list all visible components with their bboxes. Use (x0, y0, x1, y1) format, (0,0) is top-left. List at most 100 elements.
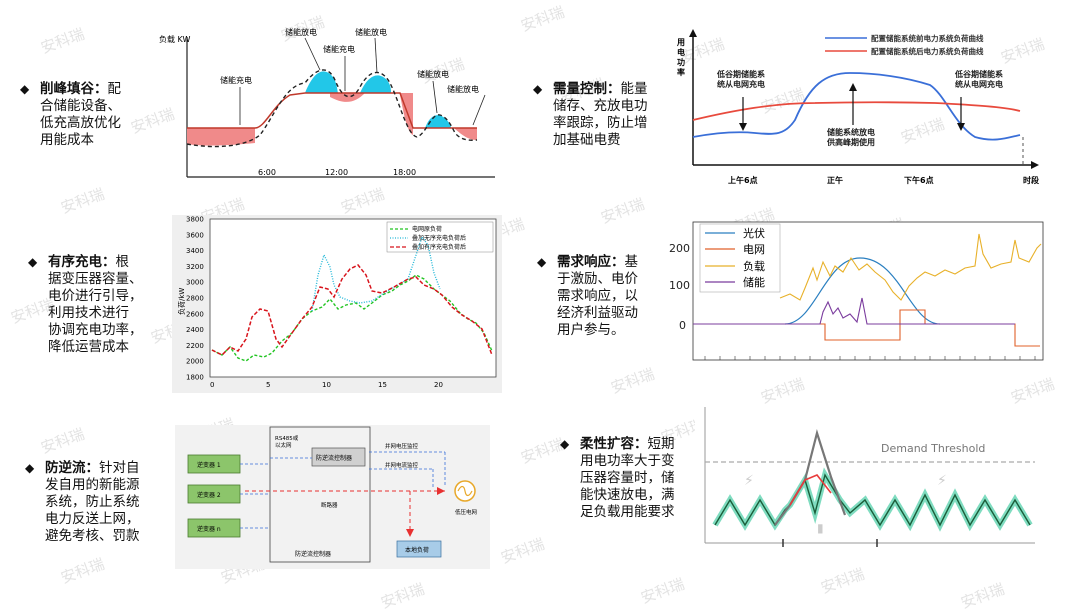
breaker-label: 断路器 (321, 501, 338, 509)
original-load-line (211, 274, 493, 362)
x-tick: 18:00 (393, 168, 416, 177)
legend-load: 负载 (743, 259, 765, 273)
legend-disordered: 叠加无序充电负荷后 (412, 234, 466, 242)
label-charge-2: 储能充电 (323, 44, 355, 54)
x-tick: 20 (434, 381, 443, 389)
y-axis-label: 负载 KW (159, 34, 191, 44)
y-tick: 2000 (186, 358, 204, 366)
item-text: 需求响应：基 于激励、电价 需求响应，以 经济利益驱动 用户参与。 (557, 254, 638, 338)
demand-response-chart: 200 100 0 光伏 电网 负载 储能 (665, 218, 1060, 366)
controller-box (311, 447, 366, 467)
item-text: 有序充电：根 据变压器容量、 电价进行引导， 利用技术进行 协调充电功率， 降低运营成本 (48, 254, 143, 355)
grid-line (693, 309, 1040, 347)
x-tick: 15 (378, 381, 387, 389)
discharge-fill-3 (425, 115, 451, 128)
item-text: 需量控制：能量 储存、充放电功 率跟踪，防止增 加基础电费 (553, 81, 648, 148)
ordered-charging-chart: 1800 2000 2200 2400 2600 2800 3000 3200 3400 3600… (172, 215, 502, 393)
before-line (692, 72, 1021, 141)
y-tick: 3600 (186, 231, 204, 239)
watermark-text: 安科瑞 (58, 554, 107, 588)
inverter-label: 逆变器 1 (197, 461, 221, 469)
x-tick: 上午6点 (728, 175, 758, 185)
current-monitor-label: 并网电流监控 (385, 461, 419, 469)
local-load-label: 本地负荷 (405, 546, 429, 554)
y-tick: 2800 (186, 295, 204, 303)
watermark-text: 安科瑞 (38, 24, 87, 58)
demand-control-chart: 用电功率 配置储能系统前电力系统负荷曲线 配置储能系统后电力系统负荷曲线 低谷期… (675, 25, 1060, 190)
watermark-text: 安科瑞 (58, 184, 107, 218)
legend-after: 配置储能系统后电力系统负荷曲线 (871, 46, 984, 56)
annotation-mid: 储能系统放电供高峰期使用 (826, 127, 875, 147)
after-line (692, 101, 1021, 121)
legend-before: 配置储能系统前电力系统负荷曲线 (871, 33, 984, 43)
watermark-text: 安科瑞 (818, 564, 867, 598)
y-axis-label: 用电功率 (676, 38, 685, 77)
x-tick: 正午 (827, 175, 843, 185)
inverter-label: 逆变器 n (197, 525, 221, 533)
original-demand-line (774, 429, 847, 526)
grid-supply-line (789, 474, 832, 506)
grid-label: 低压电网 (455, 508, 478, 516)
controller-label: 防逆流控制器 (316, 454, 352, 462)
y-tick: 3800 (186, 216, 204, 224)
watermark-text: 安科瑞 (338, 184, 387, 218)
x-tick: 12:00 (325, 168, 348, 177)
diamond-bullet-icon: ◆ (533, 82, 543, 96)
watermark-text: 安科瑞 (498, 534, 547, 568)
y-tick: 3200 (186, 263, 204, 271)
legend-ordered: 叠加有序充电负荷后 (412, 243, 466, 251)
battery-icon: ⚡ (744, 473, 754, 489)
x-tick: 5 (266, 381, 270, 389)
y-axis-label: 负荷/kW (177, 288, 186, 315)
x-tick: 时段 (1023, 175, 1039, 185)
watermark-text: 安科瑞 (38, 424, 87, 458)
item-text: 削峰填谷：配 合储能设备、 低充高放优化 用能成本 (40, 81, 121, 148)
storage-line (693, 297, 1015, 325)
watermark-text: 安科瑞 (598, 194, 647, 228)
x-tick: 下午6点 (904, 175, 934, 185)
y-tick: 200 (669, 242, 690, 255)
diamond-bullet-icon: ◆ (560, 437, 570, 451)
discharge-fill-2 (360, 75, 391, 93)
watermark-text: 安科瑞 (518, 2, 567, 36)
battery-icon: ⚡ (937, 473, 947, 489)
x-tick: 6:00 (258, 168, 276, 177)
peak-shaving-chart: 负载 KW 储能充电 储能放电 储能充电 储能放电 储能放电 储能放电 6:00… (155, 25, 500, 183)
charge-fill-2 (330, 93, 365, 102)
diamond-bullet-icon: ◆ (28, 255, 38, 269)
anti-reflux-diagram: 逆变器 1 逆变器 2 逆变器 n RS485或以太网 防逆流控制器 并网电压监… (175, 425, 490, 569)
y-tick: 2400 (186, 326, 204, 334)
annotation-left: 低谷期储能系统从电网充电 (716, 69, 765, 89)
load-line (779, 233, 1042, 301)
diamond-bullet-icon: ◆ (25, 461, 35, 475)
pv-line (784, 257, 941, 325)
discharge-fill-1 (305, 71, 338, 93)
y-tick: 2200 (186, 342, 204, 350)
charge-fill-4 (455, 128, 477, 140)
storage-icon: ▮ (817, 521, 824, 535)
label-charge-1: 储能充电 (220, 75, 252, 85)
local-load-box (396, 540, 442, 558)
y-tick: 2600 (186, 310, 204, 318)
y-tick: 1800 (186, 374, 204, 382)
item-text: 柔性扩容：短期 用电功率大于变 压器容量时，储 能快速放电，满 足负载用能要求 (580, 436, 675, 520)
watermark-text: 安科瑞 (1008, 374, 1057, 408)
watermark-text: 安科瑞 (608, 364, 657, 398)
label-discharge-3: 储能放电 (417, 69, 449, 79)
y-tick: 100 (669, 279, 690, 292)
legend-original: 电网原负荷 (412, 225, 442, 233)
load-after-line (714, 473, 1031, 527)
x-tick: 10 (322, 381, 331, 389)
label-discharge-2: 储能放电 (355, 27, 387, 37)
label-discharge-4: 储能放电 (447, 84, 479, 94)
legend-pv: 光伏 (743, 226, 765, 240)
y-tick: 0 (679, 319, 686, 332)
rs485-label: RS485或以太网 (275, 434, 299, 449)
voltage-monitor-label: 并网电压监控 (385, 442, 419, 450)
label-discharge-1: 储能放电 (285, 27, 317, 37)
legend-grid: 电网 (743, 243, 765, 256)
annotation-right: 低谷期储能系统从电网充电 (954, 69, 1003, 89)
charge-fill-1 (187, 128, 255, 146)
controller-footer-label: 防逆流控制器 (295, 550, 331, 558)
legend-storage: 储能 (743, 275, 765, 289)
